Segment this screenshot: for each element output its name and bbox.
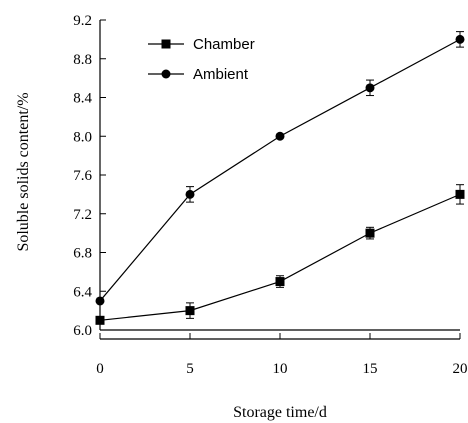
x-tick-label: 10: [273, 361, 288, 377]
y-tick-label: 6.8: [73, 246, 92, 262]
x-ticks: 0 5 10 15 20: [96, 333, 468, 377]
y-axis-label: Soluble solids content/%: [15, 92, 32, 251]
x-tick-label: 0: [96, 361, 104, 377]
x-tick-label: 5: [186, 361, 194, 377]
series-layer: [95, 31, 465, 325]
data-point-circle: [185, 189, 195, 199]
data-point-circle: [95, 296, 105, 306]
y-tick-label: 7.2: [73, 207, 92, 223]
legend-label-chamber: Chamber: [193, 36, 255, 53]
series-chamber: [95, 184, 465, 325]
y-ticks: 6.0 6.4 6.8 7.2 7.6 8.0 8.4 8.8 9.2: [73, 13, 106, 339]
data-point-circle: [275, 131, 285, 141]
data-point-square: [275, 277, 285, 287]
y-tick-label: 8.0: [73, 129, 92, 145]
legend: Chamber Ambient: [148, 36, 255, 83]
data-point-square: [365, 228, 375, 238]
x-axis-label: Storage time/d: [233, 404, 327, 421]
data-point-circle: [455, 34, 465, 44]
x-tick-label: 20: [453, 361, 468, 377]
series-line-chamber: [99, 193, 461, 321]
series-line-ambient: [99, 38, 461, 302]
data-point-square: [455, 189, 465, 199]
legend-marker-circle: [161, 69, 171, 79]
y-tick-label: 9.2: [73, 13, 92, 29]
y-tick-label: 8.4: [73, 91, 92, 107]
data-point-circle: [365, 83, 375, 93]
y-tick-label: 7.6: [73, 168, 92, 184]
y-tick-label: 6.0: [73, 323, 92, 339]
y-tick-label: 8.8: [73, 52, 92, 68]
legend-marker-square: [161, 39, 171, 49]
legend-label-ambient: Ambient: [193, 66, 249, 83]
y-tick-label: 6.4: [73, 284, 92, 300]
data-point-square: [95, 315, 105, 325]
x-tick-label: 15: [363, 361, 378, 377]
data-point-square: [185, 306, 195, 316]
series-ambient: [95, 31, 465, 306]
